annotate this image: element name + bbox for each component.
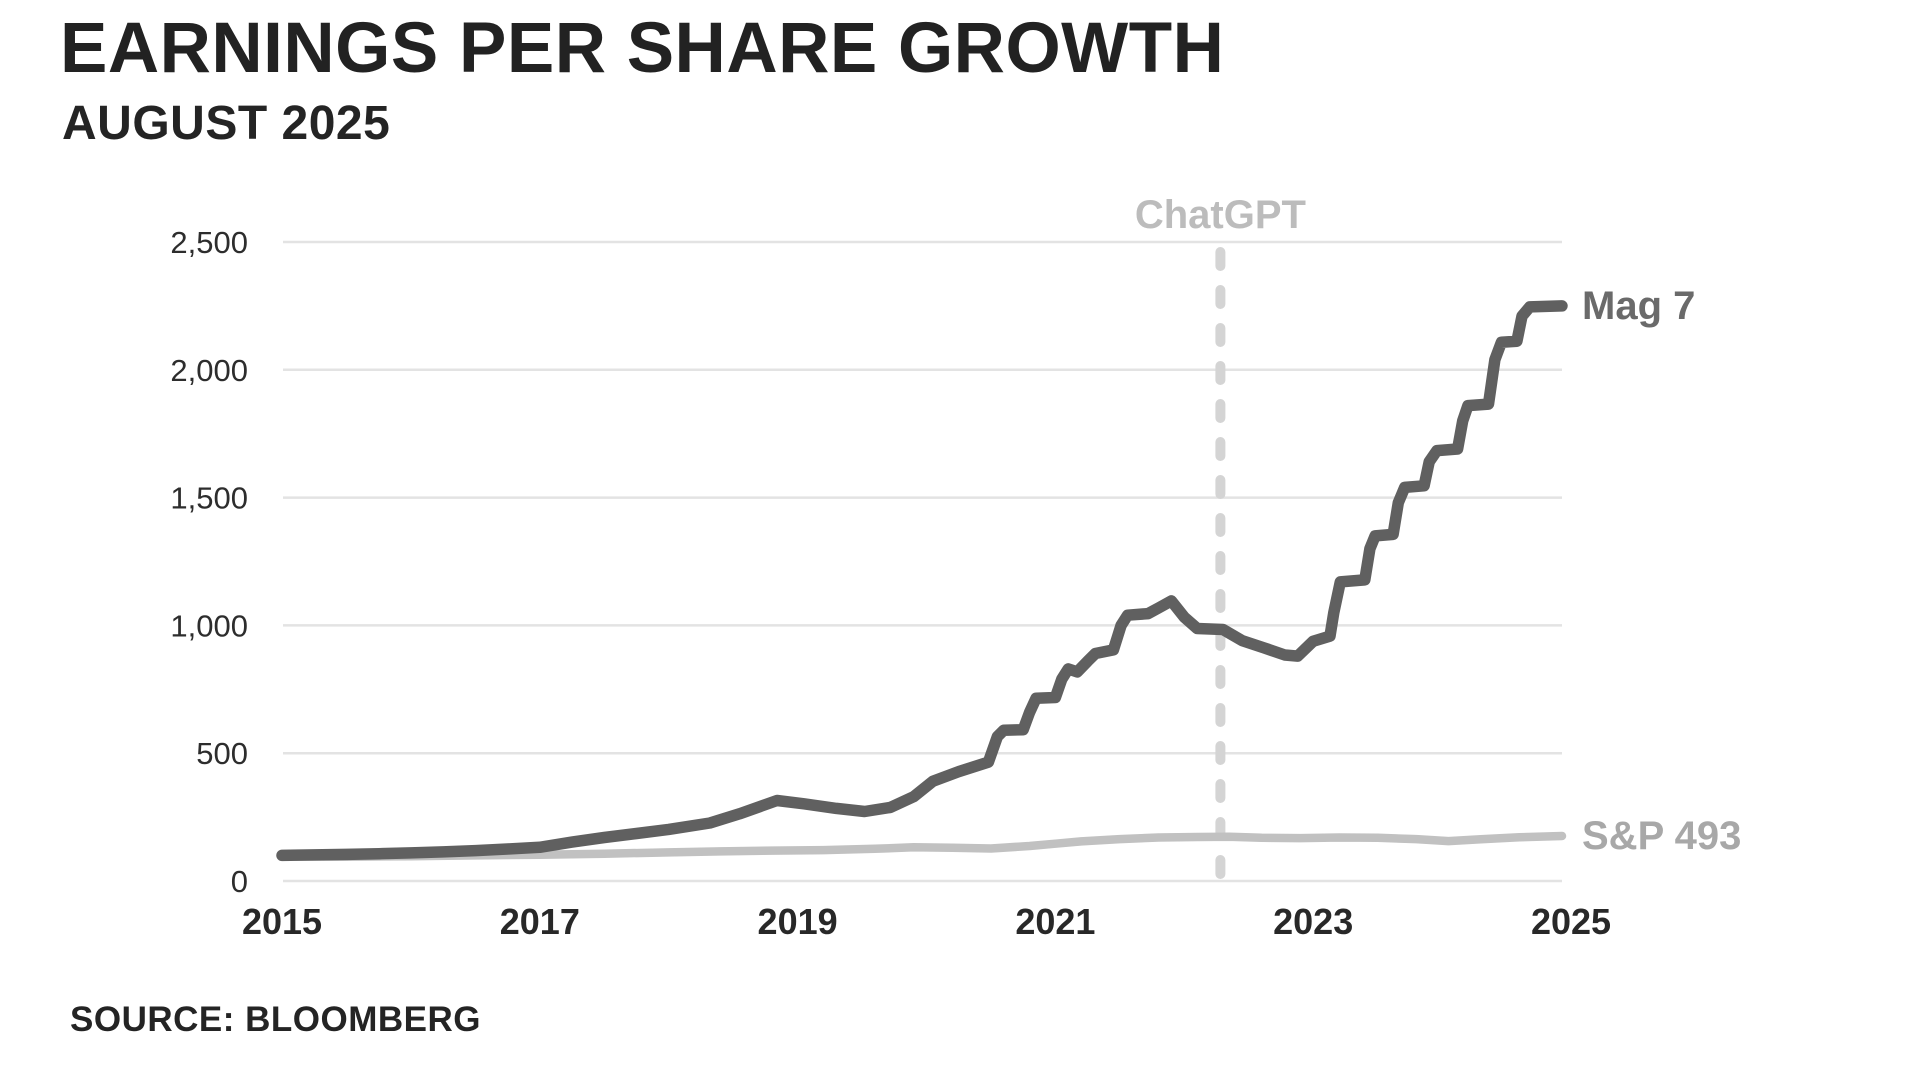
x-tick-label-2023: 2023	[1273, 901, 1353, 942]
series-line-mag7	[276, 300, 1568, 862]
annotation-label: ChatGPT	[1135, 193, 1306, 237]
series-line-sp493	[277, 831, 1567, 861]
chart-title: EARNINGS PER SHARE GROWTH	[60, 9, 1225, 88]
y-tick-label-0: 0	[231, 864, 248, 899]
series-layer	[276, 300, 1568, 862]
series-label-mag7: Mag 7	[1582, 284, 1695, 328]
y-tick-label-500: 500	[196, 736, 248, 771]
x-tick-label-2021: 2021	[1015, 901, 1095, 942]
chart-subtitle: AUGUST 2025	[62, 97, 391, 150]
y-tick-label-1500: 1,500	[170, 481, 248, 516]
tick-labels-layer: 0 500 1,000 1,500 2,000 2,500 2015 2017 2019 2021…	[170, 225, 1611, 942]
y-tick-label-2000: 2,000	[170, 353, 248, 388]
source-credit: SOURCE: BLOOMBERG	[70, 1000, 481, 1039]
x-tick-label-2015: 2015	[242, 901, 322, 942]
x-tick-label-2017: 2017	[500, 901, 580, 942]
series-label-sp493: S&P 493	[1582, 814, 1741, 858]
x-tick-label-2019: 2019	[758, 901, 838, 942]
gridlines-layer	[283, 240, 1562, 883]
y-tick-label-2500: 2,500	[170, 225, 248, 260]
y-tick-label-1000: 1,000	[170, 608, 248, 643]
x-tick-label-2025: 2025	[1531, 901, 1611, 942]
